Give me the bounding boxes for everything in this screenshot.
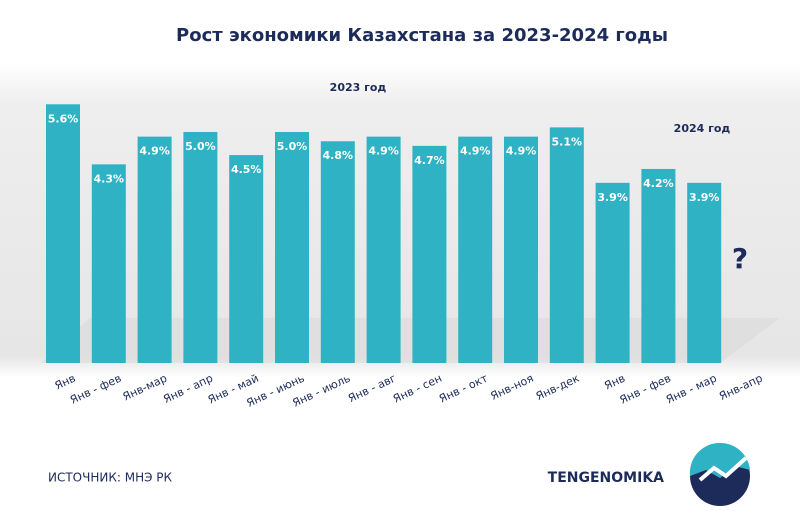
unknown-mark: ? [732,242,748,275]
bar [137,136,172,363]
year-label: 2024 год [674,122,731,135]
value-label: 4.3% [94,172,125,185]
value-label: 4.7% [414,154,445,167]
value-label: 4.8% [323,149,354,162]
bar [320,141,355,363]
bar [183,132,218,363]
value-label: 5.6% [48,112,79,125]
bar [641,168,676,363]
value-label: 4.9% [460,145,491,158]
value-label: 4.5% [231,163,262,176]
value-label: 5.0% [185,140,216,153]
source: ИСТОЧНИК: МНЭ РК [48,471,173,485]
chart-title: Рост экономики Казахстана за 2023-2024 г… [176,25,668,46]
bar [412,145,447,363]
bar [458,136,493,363]
bar [595,182,630,363]
floor-shadow [40,318,780,363]
bar [229,155,264,363]
bar [504,136,538,363]
value-label: 3.9% [689,191,720,204]
value-label: 3.9% [597,191,628,204]
bar [275,132,309,363]
value-label: 4.2% [643,177,674,190]
year-label: 2023 год [330,81,387,94]
value-label: 4.9% [139,145,170,158]
bar [46,104,80,363]
bar [687,182,722,363]
value-label: 5.1% [552,135,583,148]
brand: TENGENOMIKA [548,470,664,486]
logo [689,442,750,506]
value-label: 4.9% [506,145,537,158]
value-label: 4.9% [368,145,399,158]
bar [549,127,584,363]
value-label: 5.0% [277,140,308,153]
bar [366,136,401,363]
bar [91,164,126,363]
